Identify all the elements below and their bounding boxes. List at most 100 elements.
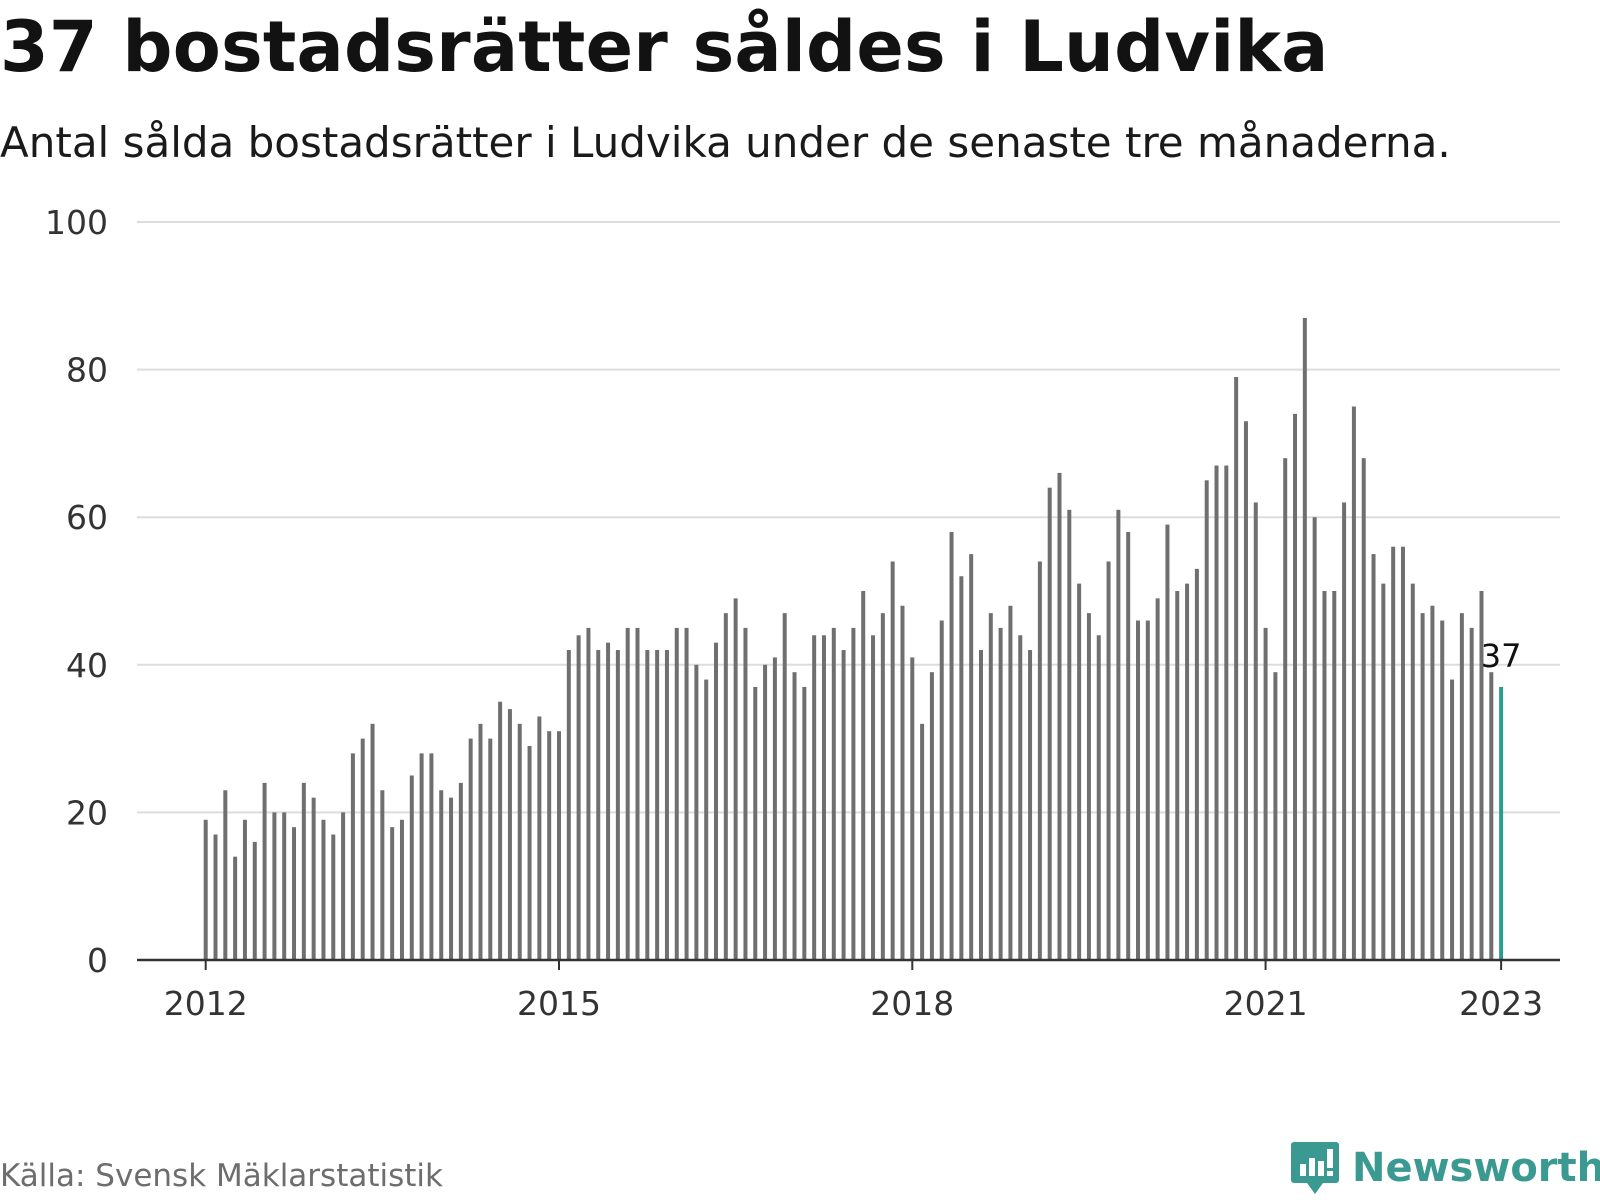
source-note: Källa: Svensk Mäklarstatistik — [0, 1158, 443, 1194]
bar — [920, 723, 925, 960]
bar — [429, 753, 434, 960]
bar — [399, 819, 404, 960]
bar — [1165, 524, 1170, 960]
bar — [1342, 502, 1347, 960]
bar — [1332, 591, 1337, 960]
bar — [1400, 546, 1405, 960]
bar — [341, 812, 346, 960]
y-tick-label: 80 — [66, 351, 108, 390]
x-tick-label: 2023 — [1459, 984, 1543, 1023]
bar — [812, 635, 817, 960]
bar — [988, 613, 993, 960]
bar — [301, 782, 306, 960]
y-tick-label: 100 — [45, 203, 108, 242]
bar — [1155, 598, 1160, 960]
bar — [1204, 480, 1209, 960]
bar — [1322, 591, 1327, 960]
bar — [1430, 605, 1435, 960]
brand-logo[interactable]: Newsworthy — [1290, 1140, 1600, 1196]
y-tick-label: 0 — [87, 941, 108, 980]
bar — [478, 723, 483, 960]
bar — [1391, 546, 1396, 960]
bar — [439, 790, 444, 960]
bar — [203, 819, 208, 960]
bar — [949, 531, 954, 960]
bar — [1283, 458, 1288, 960]
bar — [1263, 627, 1268, 960]
chart-subtitle: Antal sålda bostadsrätter i Ludvika unde… — [0, 118, 1451, 167]
x-tick-label: 2018 — [870, 984, 954, 1023]
bar — [1224, 465, 1229, 960]
bar — [1420, 613, 1425, 960]
bar — [910, 657, 915, 960]
bar — [311, 797, 316, 960]
highlighted-bar — [1499, 686, 1504, 960]
bar — [498, 701, 503, 960]
bar — [998, 627, 1003, 960]
bar — [645, 650, 650, 960]
grid-lines — [137, 221, 1560, 814]
bar — [1273, 672, 1278, 960]
bar — [792, 672, 797, 960]
bar — [763, 664, 768, 960]
bar — [1450, 679, 1455, 960]
bar — [537, 716, 542, 960]
bar — [527, 745, 532, 960]
bar — [1469, 627, 1474, 960]
bar — [655, 650, 660, 960]
bar — [458, 782, 463, 960]
bar — [282, 812, 287, 960]
bar — [1351, 406, 1356, 960]
bar — [978, 650, 983, 960]
bar — [1312, 517, 1317, 960]
bar — [674, 627, 679, 960]
bar — [1037, 561, 1042, 960]
bar — [1077, 583, 1082, 960]
bar — [753, 686, 758, 960]
y-tick-label: 60 — [66, 498, 108, 537]
bar — [851, 627, 856, 960]
bar — [871, 635, 876, 960]
y-axis: 0 20 40 60 80 100 — [45, 203, 108, 980]
bar — [1116, 509, 1121, 960]
bar — [1194, 568, 1199, 960]
bar — [841, 650, 846, 960]
bar — [1361, 458, 1366, 960]
bar — [782, 613, 787, 960]
bar — [566, 650, 571, 960]
bar — [772, 657, 777, 960]
bar — [714, 642, 719, 960]
bar-chart: 0 20 40 60 80 100 2012 2015 2018 2021 2023 37 — [45, 203, 1560, 1023]
bar — [733, 598, 738, 960]
highlight-value-label: 37 — [1481, 637, 1522, 675]
bar — [488, 738, 493, 960]
bar — [380, 790, 385, 960]
bar — [233, 856, 238, 960]
bar — [880, 613, 885, 960]
bar — [1145, 620, 1150, 960]
bar — [321, 819, 326, 960]
bar — [1185, 583, 1190, 960]
bar — [1410, 583, 1415, 960]
bar — [331, 834, 336, 960]
bar — [252, 841, 257, 960]
bar — [1479, 591, 1484, 960]
bar — [223, 790, 228, 960]
bar — [831, 627, 836, 960]
bar — [272, 812, 277, 960]
bar — [1302, 317, 1307, 960]
bar — [615, 650, 620, 960]
bar — [1459, 613, 1464, 960]
bar — [242, 819, 247, 960]
bar — [1234, 376, 1239, 961]
y-tick-label: 40 — [66, 646, 108, 685]
bar — [1243, 421, 1248, 960]
bar — [576, 635, 581, 960]
bar — [625, 627, 630, 960]
newsworthy-logo-icon — [1291, 1142, 1339, 1194]
bar — [704, 679, 709, 960]
bar — [821, 635, 826, 960]
bar — [939, 620, 944, 960]
bar — [959, 576, 964, 960]
bar — [213, 834, 218, 960]
